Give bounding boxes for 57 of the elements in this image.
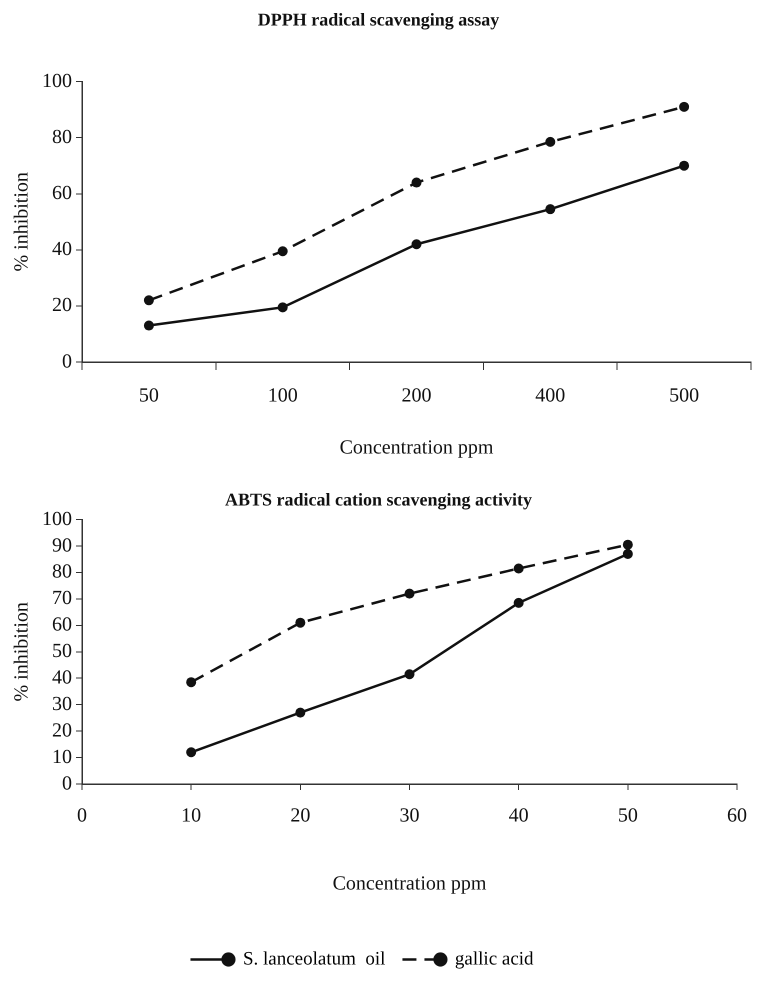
y-tick-label: 20 [52, 294, 72, 316]
y-tick-label: 30 [52, 692, 72, 715]
y-tick-label: 20 [52, 719, 72, 742]
y-tick-label: 80 [52, 560, 72, 583]
x-axis-title: Concentration ppm [340, 436, 494, 458]
point [404, 669, 414, 680]
y-tick-label: 10 [52, 746, 72, 768]
x-tick-label: 500 [669, 384, 700, 406]
x-tick-label: 10 [181, 804, 202, 826]
x-axis-title: Concentration ppm [332, 872, 487, 894]
point [679, 160, 690, 171]
y-tick-label: 40 [52, 238, 72, 260]
chart-title: DPPH radical scavenging assay [258, 9, 500, 30]
point [278, 302, 288, 312]
y-tick-label: 50 [52, 640, 72, 662]
point [545, 204, 556, 214]
point [186, 677, 196, 688]
legend-label: S. lanceolatum oil [242, 948, 386, 970]
y-tick-label: 90 [52, 534, 72, 556]
point [295, 708, 306, 718]
y-tick-label: 60 [52, 182, 72, 204]
point [186, 747, 196, 758]
y-tick-label: 80 [52, 126, 72, 148]
y-tick-label: 70 [52, 587, 72, 610]
legend-label: gallic acid [454, 948, 534, 970]
point [622, 540, 633, 550]
point [679, 102, 690, 112]
x-tick-label: 30 [400, 804, 420, 826]
point [412, 239, 422, 250]
point [545, 136, 556, 147]
y-tick-label: 0 [62, 772, 72, 794]
y-tick-label: 0 [62, 350, 72, 372]
x-tick-label: 50 [618, 804, 638, 826]
y-tick-label: 40 [52, 666, 72, 688]
point [295, 618, 306, 628]
x-tick-label: 400 [535, 384, 566, 406]
x-tick-label: 200 [402, 384, 432, 406]
point [144, 295, 154, 306]
point [404, 588, 414, 599]
y-tick-label: 100 [42, 70, 72, 92]
point [514, 564, 524, 574]
y-axis-title: % inhibition [10, 602, 32, 702]
point [622, 548, 633, 559]
point [412, 178, 422, 188]
point [514, 598, 524, 608]
x-tick-label: 0 [77, 804, 87, 826]
point [278, 246, 288, 256]
x-tick-label: 60 [727, 804, 747, 826]
x-tick-label: 20 [290, 804, 310, 826]
x-tick-label: 100 [268, 384, 298, 406]
y-axis-title: % inhibition [10, 172, 32, 272]
x-tick-label: 40 [508, 804, 529, 826]
y-tick-label: 100 [42, 508, 72, 530]
chart-title: ABTS radical cation scavenging activity [225, 489, 532, 510]
y-tick-label: 60 [52, 614, 72, 636]
point [144, 320, 154, 331]
x-tick-label: 50 [138, 384, 159, 406]
